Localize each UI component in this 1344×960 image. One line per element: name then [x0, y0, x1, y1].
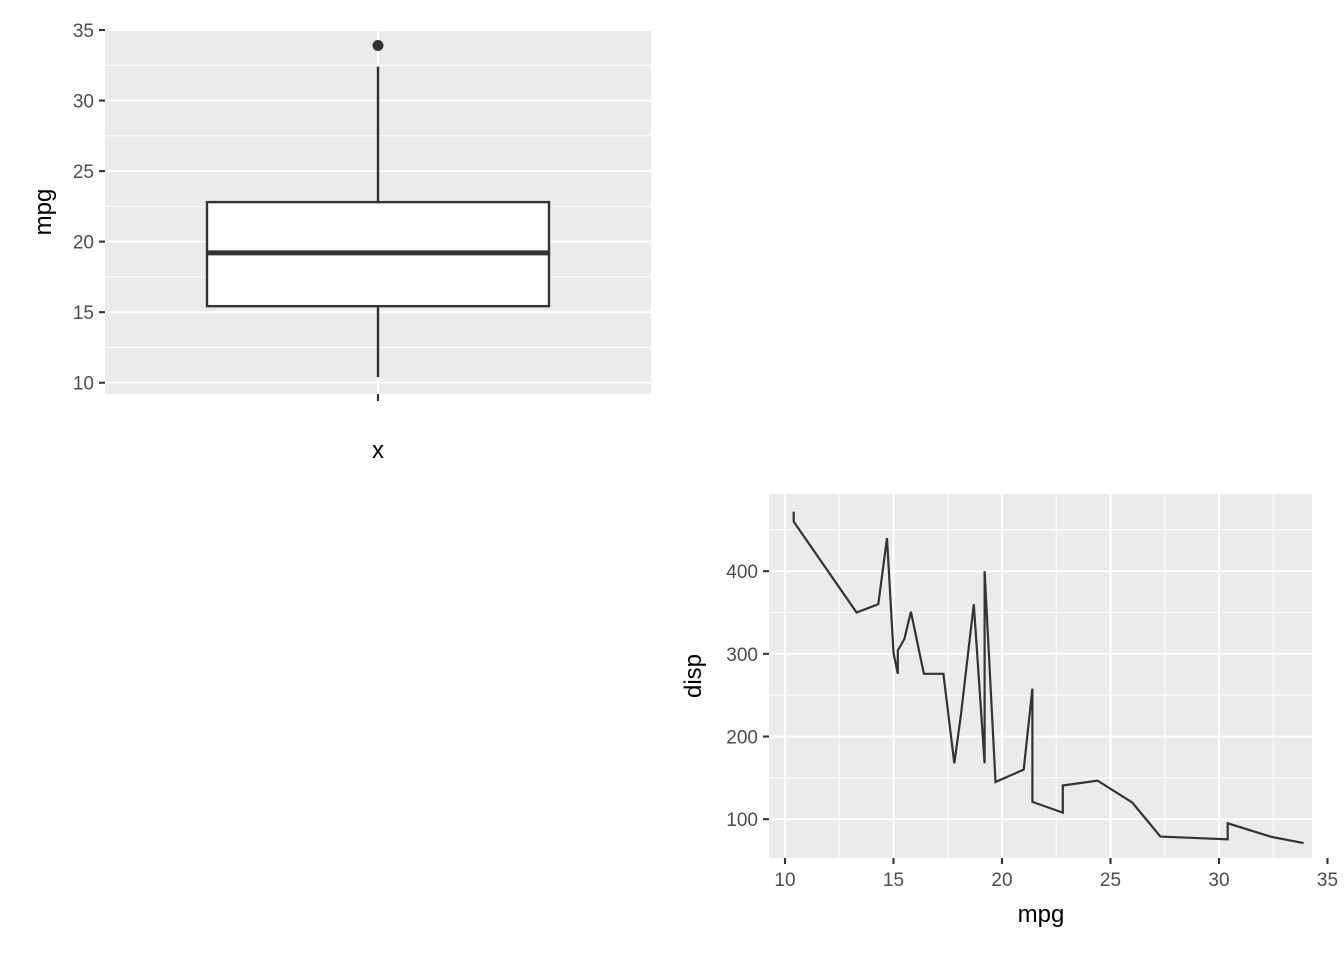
boxplot-y-tick-label: 10 [73, 374, 94, 395]
boxplot-panel: 10 15 20 25 30 35 x mpg [30, 21, 651, 464]
line-chart-x-axis-title: mpg [1018, 901, 1065, 928]
line-chart-series-line [792, 511, 1304, 845]
boxplot-outlier-point [372, 40, 384, 52]
line-chart-x-tick-label: 20 [991, 870, 1012, 891]
line-chart-x-tick-label: 25 [1100, 870, 1121, 891]
line-chart-plot-background [769, 494, 1312, 858]
line-chart-axes: 10 15 20 25 30 35 100 200 300 400 [726, 562, 1338, 891]
boxplot-marks [205, 40, 551, 378]
line-chart-y-tick-label: 400 [726, 562, 758, 583]
boxplot-y-tick-label: 15 [73, 303, 94, 324]
line-chart-y-tick-label: 300 [726, 645, 758, 666]
line-chart-y-tick-label: 100 [726, 810, 758, 831]
line-chart-gridlines [769, 494, 1329, 858]
line-chart-x-tick-label: 10 [774, 870, 795, 891]
boxplot-x-axis-title: x [372, 437, 384, 464]
boxplot-y-tick-label: 35 [73, 21, 94, 42]
line-chart-x-tick-label: 35 [1317, 870, 1338, 891]
boxplot-axes: 10 15 20 25 30 35 [73, 21, 380, 401]
line-chart-x-tick-label: 30 [1208, 870, 1229, 891]
line-chart-y-axis-title: disp [680, 654, 707, 698]
line-chart-panel: 10 15 20 25 30 35 100 200 300 400 mpg disp [680, 494, 1338, 928]
line-chart-marks [792, 511, 1304, 845]
boxplot-y-tick-label: 20 [73, 233, 94, 254]
boxplot-y-axis-title: mpg [30, 189, 57, 236]
line-chart-x-tick-label: 15 [883, 870, 904, 891]
boxplot-y-tick-label: 25 [73, 162, 94, 183]
boxplot-y-tick-label: 30 [73, 92, 94, 113]
line-chart-y-tick-label: 200 [726, 728, 758, 749]
